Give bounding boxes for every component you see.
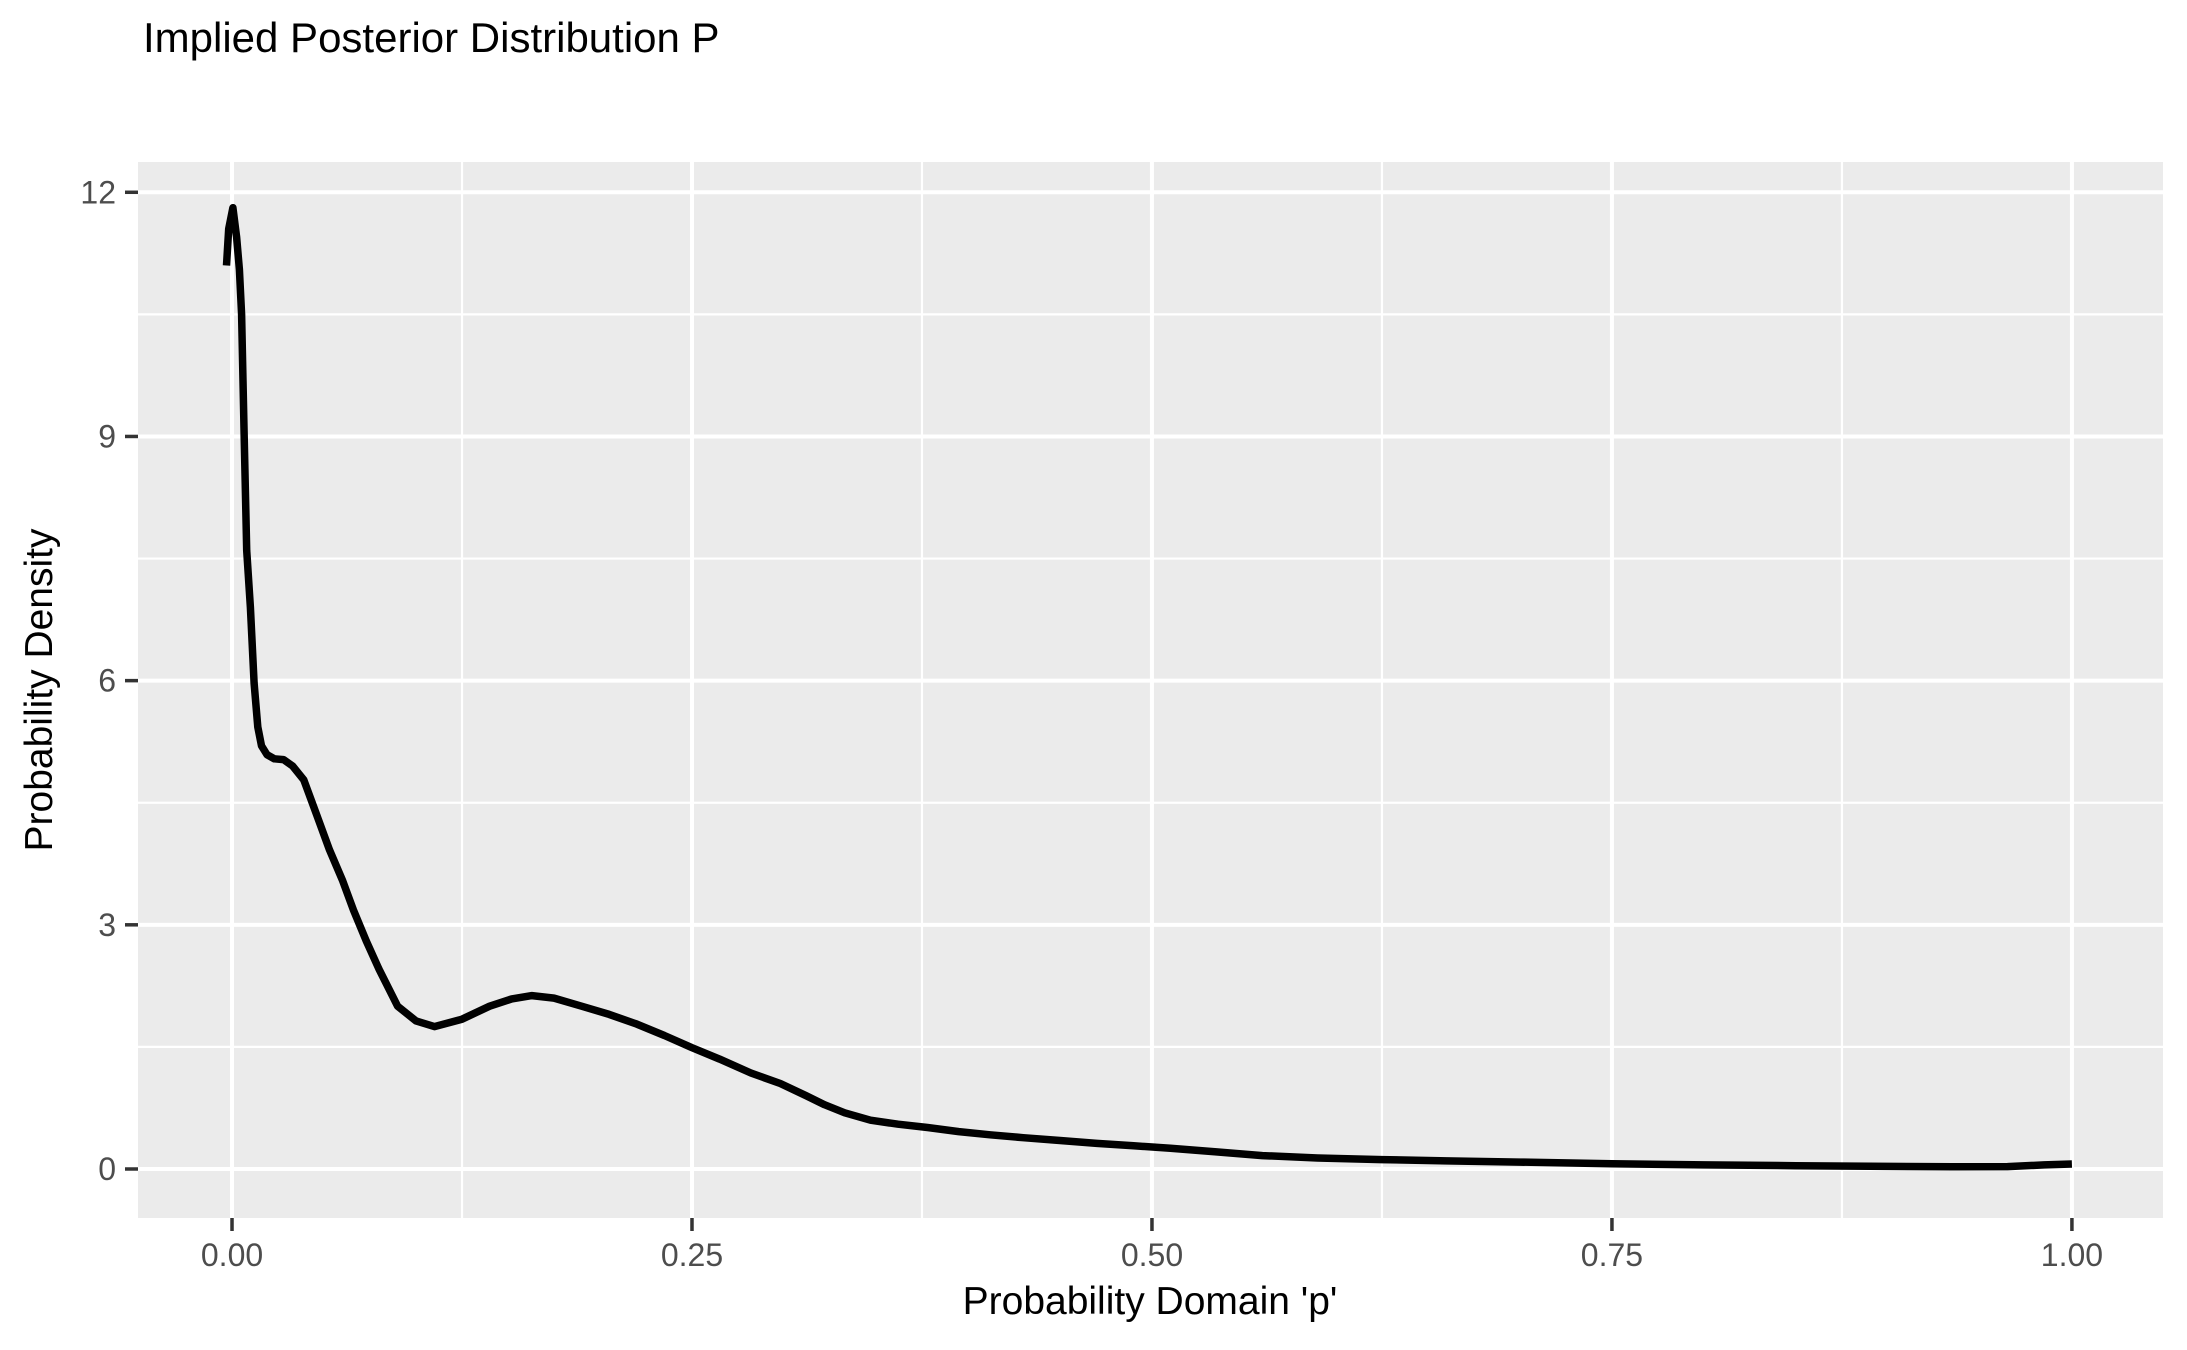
x-axis-tick-label: 0.75 [1581, 1237, 1643, 1273]
density-curve [222, 203, 2073, 1171]
y-axis-tick-label: 3 [98, 907, 116, 943]
y-axis-title: Probability Density [18, 528, 61, 851]
x-axis-tick-label: 0.50 [1121, 1237, 1183, 1273]
y-axis-tick-label: 0 [98, 1151, 116, 1187]
plot-title: Implied Posterior Distribution P [143, 14, 720, 61]
y-axis-tick-label: 12 [80, 174, 116, 210]
chart-generated-layer: 0.00 0.25 0.50 0.75 1.00 0 3 6 9 12 [80, 162, 2163, 1273]
y-axis-tick-label: 9 [98, 418, 116, 454]
x-axis-title: Probability Domain 'p' [963, 1280, 1338, 1323]
y-axis-tick-label: 6 [98, 663, 116, 699]
x-axis-tick-label: 0.25 [661, 1237, 723, 1273]
x-axis-tick-label: 0.00 [201, 1237, 263, 1273]
x-axis-tick-label: 1.00 [2041, 1237, 2103, 1273]
